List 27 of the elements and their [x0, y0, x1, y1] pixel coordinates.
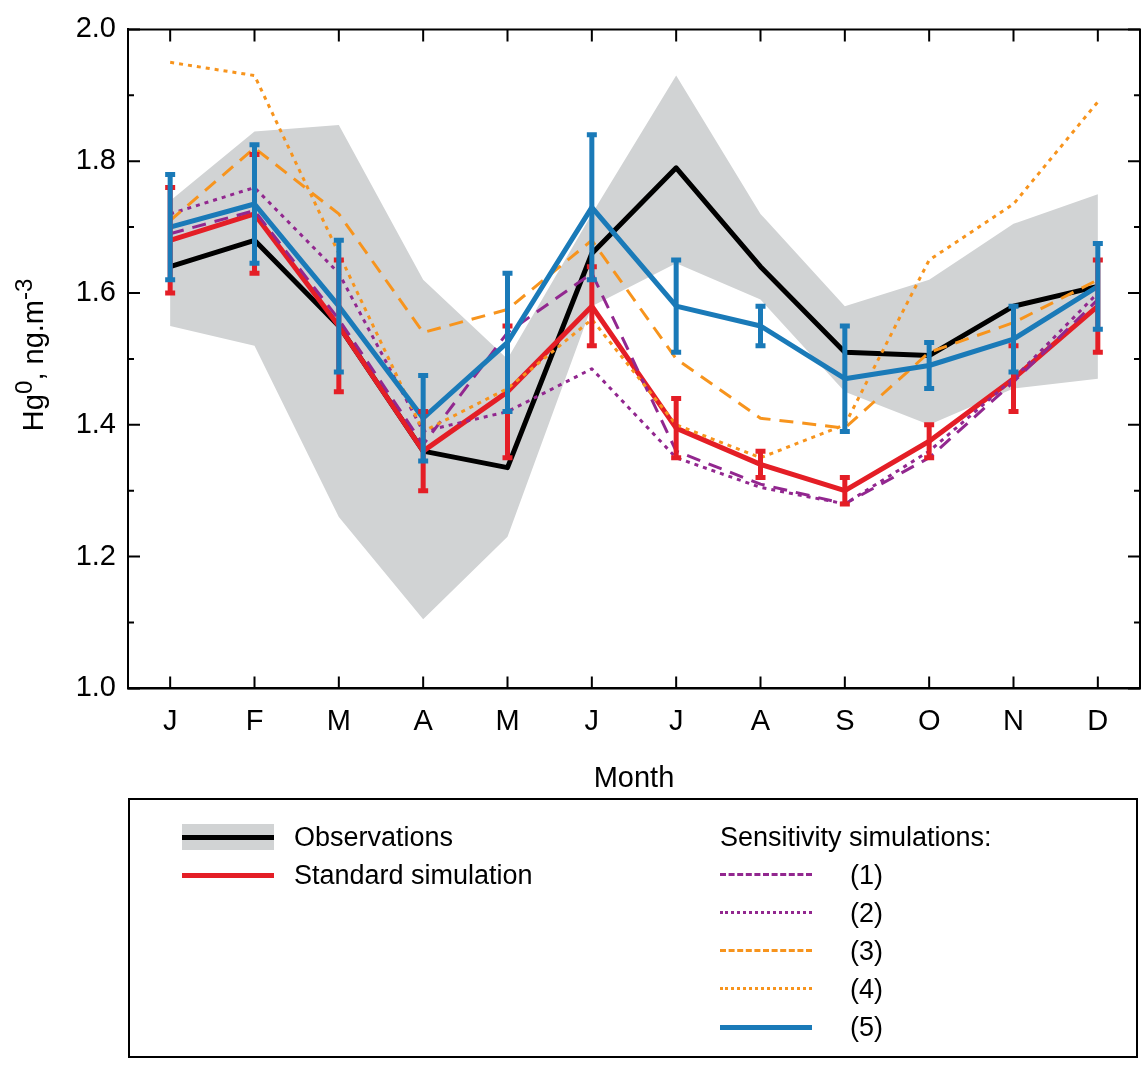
x-axis-title: Month	[593, 760, 675, 793]
x-tick-label: O	[917, 703, 941, 736]
legend-label: (4)	[850, 973, 883, 1005]
x-tick-label: J	[584, 703, 600, 736]
x-tick-label: D	[1087, 703, 1109, 736]
y-tick-label: 1.4	[75, 406, 116, 439]
legend-label: (1)	[850, 859, 883, 891]
legend-title: Sensitivity simulations:	[720, 820, 992, 854]
x-tick-label: J	[668, 703, 684, 736]
x-tick-label: F	[245, 703, 264, 736]
x-tick-label: M	[326, 703, 351, 736]
x-tick-label: A	[413, 703, 434, 736]
y-tick-label: 1.0	[75, 670, 116, 703]
legend-label: Standard simulation	[294, 859, 533, 891]
y-tick-label: 1.6	[75, 275, 116, 307]
x-tick-label: S	[835, 703, 855, 736]
legend-label: (2)	[850, 897, 883, 929]
legend-label: (5)	[850, 1011, 883, 1043]
legend-label: (3)	[850, 935, 883, 967]
y-tick-label: 1.2	[75, 538, 116, 571]
x-tick-label: A	[750, 703, 771, 736]
x-tick-label: M	[495, 703, 520, 736]
x-tick-label: N	[1003, 703, 1024, 736]
legend-label: Observations	[294, 821, 454, 853]
y-tick-label: 1.8	[75, 143, 116, 176]
y-tick-label: 2.0	[75, 11, 116, 44]
x-tick-label: J	[162, 703, 178, 736]
